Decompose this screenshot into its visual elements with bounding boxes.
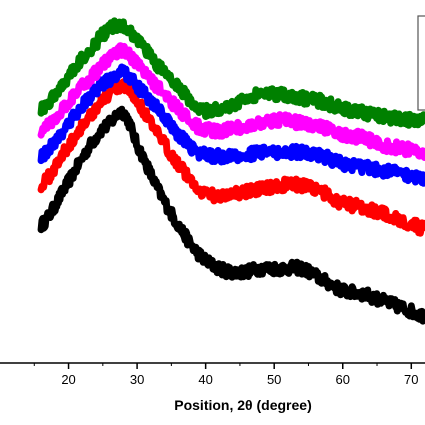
x-tick-label: 70: [404, 372, 418, 387]
series-line-4: [37, 42, 425, 161]
series-line-5: [37, 17, 425, 129]
series-line-3: [37, 63, 425, 187]
x-tick-label: 50: [267, 372, 281, 387]
series-layer: [37, 17, 425, 325]
series-line-2: [37, 78, 425, 237]
series-line-1: [37, 105, 425, 325]
x-tick-label: 30: [130, 372, 144, 387]
x-tick-layer: 20 30 40 50 60 70: [33, 363, 419, 387]
legend-box: [417, 15, 425, 111]
x-tick-label: 40: [198, 372, 212, 387]
x-axis-title: Position, 2θ (degree): [174, 397, 311, 413]
x-tick-label: 60: [336, 372, 350, 387]
x-tick-label: 20: [61, 372, 75, 387]
